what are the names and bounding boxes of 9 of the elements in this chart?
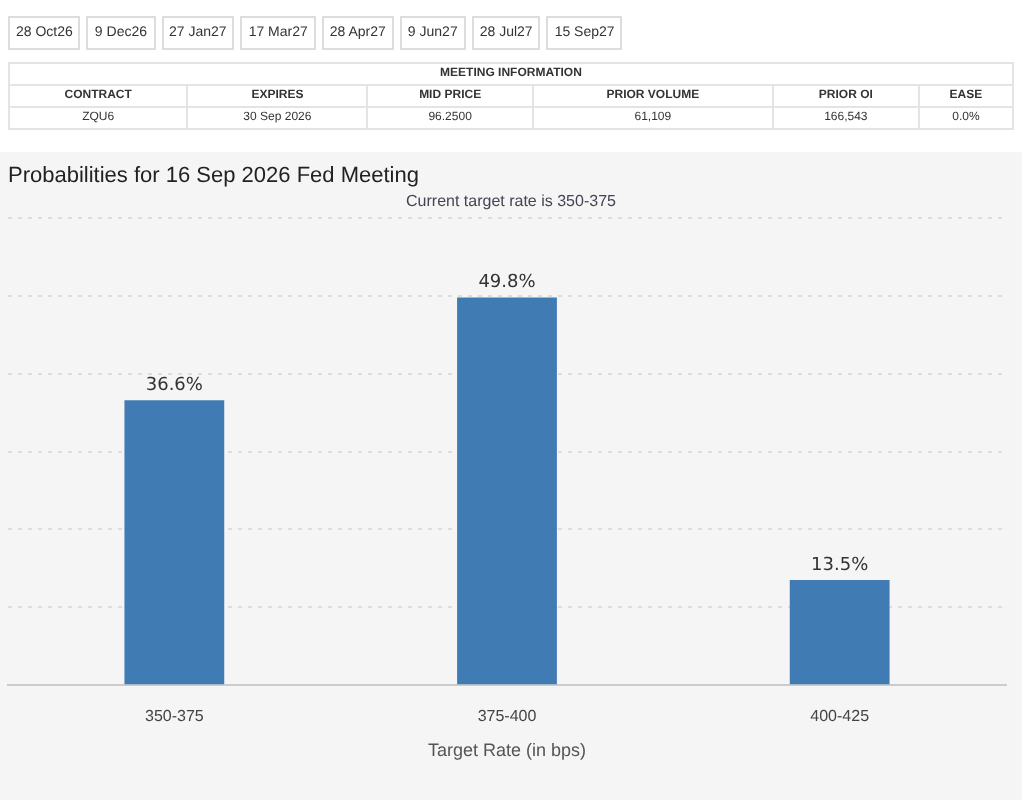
x-tick-label: 400-425 — [810, 707, 871, 726]
x-tick-label: 350-375 — [144, 707, 205, 726]
chart-subtitle: Current target rate is 350-375 — [404, 192, 618, 210]
chart-title: Probabilities for 16 Sep 2026 Fed Meeting — [6, 162, 421, 192]
data-label: 49.8% — [478, 273, 537, 294]
data-label: 13.5% — [811, 555, 870, 576]
x-axis-title: Target Rate (in bps) — [427, 740, 587, 761]
x-tick-label: 375-400 — [477, 707, 538, 726]
data-label: 36.6% — [145, 375, 204, 396]
